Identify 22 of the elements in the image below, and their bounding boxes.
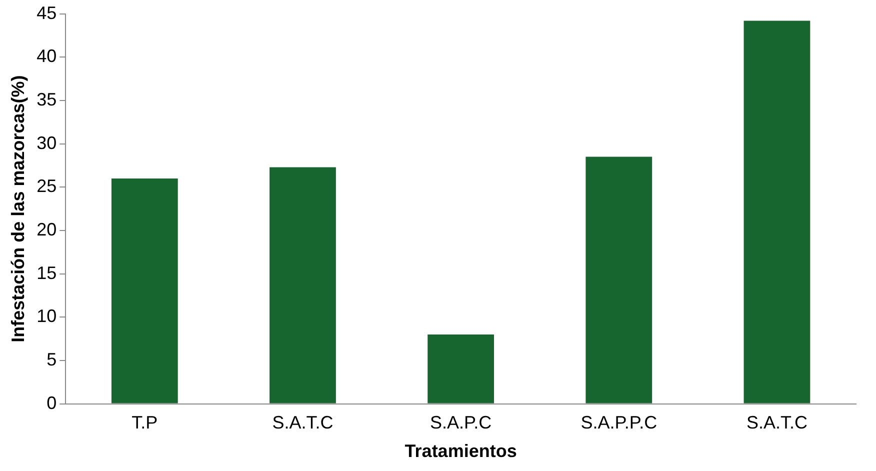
y-tick-label: 35 (36, 89, 57, 110)
y-tick-label: 30 (36, 132, 57, 153)
x-tick-label: S.A.P.P.C (580, 412, 658, 433)
y-tick-label: 15 (36, 262, 57, 283)
y-tick-label: 40 (36, 46, 57, 66)
y-tick-label: 25 (36, 176, 57, 196)
x-tick-label: S.A.T.C (746, 412, 808, 433)
y-tick-label: 0 (46, 392, 57, 413)
x-tick-label: S.A.P.C (430, 412, 492, 433)
x-tick-label: T.P (132, 412, 158, 433)
x-axis-title: Tratamientos (404, 441, 517, 462)
y-axis-title: Infestación de las mazorcas(%) (8, 75, 28, 342)
bar (270, 167, 336, 404)
y-tick-label: 5 (46, 349, 57, 370)
y-tick-label: 45 (36, 2, 57, 23)
x-tick-label: S.A.T.C (272, 412, 334, 433)
bar (111, 178, 178, 404)
bar (428, 334, 494, 404)
bar (744, 20, 810, 404)
y-tick-label: 10 (36, 306, 57, 326)
bar (586, 156, 652, 404)
y-tick-label: 20 (36, 219, 57, 240)
